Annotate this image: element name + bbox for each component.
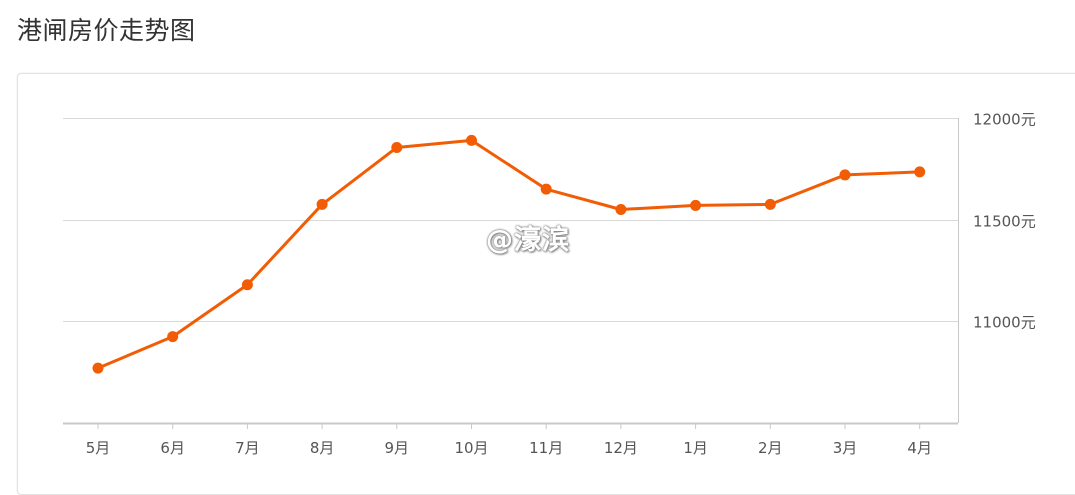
- axes: [63, 118, 959, 429]
- data-point[interactable]: [316, 198, 328, 210]
- x-tick-label: 4月: [907, 439, 932, 457]
- x-tick-label: 10月: [454, 439, 488, 457]
- y-tick-label: 11500元: [973, 213, 1036, 231]
- x-tick-label: 6月: [160, 439, 185, 457]
- x-tick-labels: 5月 6月 7月 8月 9月 10月 11月 12月 1月 2月 3月 4月: [86, 439, 932, 457]
- x-tick-label: 3月: [833, 439, 858, 457]
- series-line-path: [97, 138, 920, 370]
- x-tick-label: 7月: [235, 439, 260, 457]
- y-tick-labels: 11000元 11500元 12000元: [973, 111, 1036, 332]
- data-point[interactable]: [391, 141, 403, 153]
- data-point[interactable]: [92, 362, 104, 374]
- x-tick-label: 8月: [310, 439, 335, 457]
- x-tick-label: 5月: [86, 439, 111, 457]
- y-tick-label: 11000元: [973, 314, 1036, 332]
- data-point[interactable]: [839, 169, 851, 181]
- data-point[interactable]: [764, 198, 776, 210]
- price-trend-chart: 11000元 11500元 12000元 5月 6月 7月 8月 9月 10月 11月 12月 1月…: [63, 111, 1036, 457]
- page-title: 港闸房价走势图: [17, 16, 196, 45]
- data-point[interactable]: [241, 279, 253, 291]
- x-tick-label: 2月: [758, 439, 783, 457]
- data-point[interactable]: [690, 199, 702, 211]
- grid-lines: [63, 118, 958, 322]
- x-tick-label: 1月: [683, 439, 708, 457]
- watermark: @濠滨: [486, 225, 570, 256]
- data-points: [92, 134, 926, 374]
- data-point[interactable]: [914, 166, 926, 178]
- data-point[interactable]: [615, 204, 627, 215]
- data-point[interactable]: [466, 134, 477, 146]
- x-tick-label: 9月: [385, 439, 410, 457]
- data-point[interactable]: [540, 183, 552, 195]
- series-line: [97, 138, 920, 370]
- x-tick-label: 12月: [604, 439, 638, 457]
- data-point[interactable]: [167, 331, 179, 343]
- y-tick-label: 12000元: [973, 111, 1036, 129]
- x-tick-label: 11月: [529, 439, 563, 457]
